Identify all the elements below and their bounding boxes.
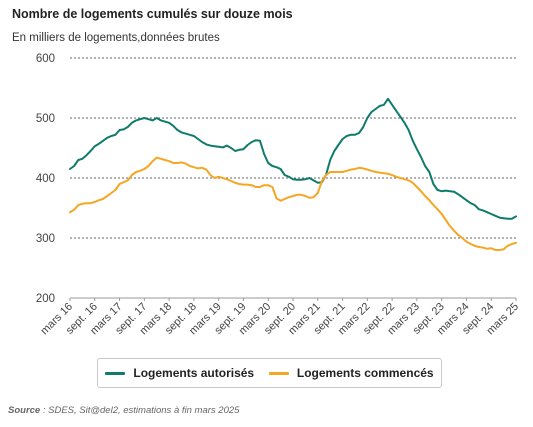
y-tick-label: 600 [36, 53, 55, 65]
legend-label-autorises: Logements autorisés [133, 366, 255, 380]
source-text: : SDES, Sit@del2, estimations à fin mars… [40, 405, 240, 416]
chart-title: Nombre de logements cumulés sur douze mo… [12, 7, 293, 21]
legend-swatch-autorises [105, 371, 126, 375]
chart-subtitle: En milliers de logements,données brutes [12, 32, 220, 44]
legend-item-commences[interactable]: Logements commencés [268, 366, 434, 380]
chart-source: Source : SDES, Sit@del2, estimations à f… [8, 405, 239, 416]
source-label: Source [8, 405, 41, 416]
y-tick-label: 300 [36, 233, 55, 245]
legend-swatch-commences [268, 371, 289, 375]
legend-item-autorises[interactable]: Logements autorisés [105, 366, 254, 380]
y-tick-label: 200 [36, 293, 55, 305]
series-line-commences [69, 156, 517, 251]
chart-legend: Logements autorisés Logements commencés [97, 358, 442, 388]
series-line-autorises [69, 97, 517, 220]
y-tick-label: 400 [36, 173, 55, 185]
y-tick-label: 500 [36, 113, 55, 125]
legend-label-commences: Logements commencés [296, 366, 434, 380]
